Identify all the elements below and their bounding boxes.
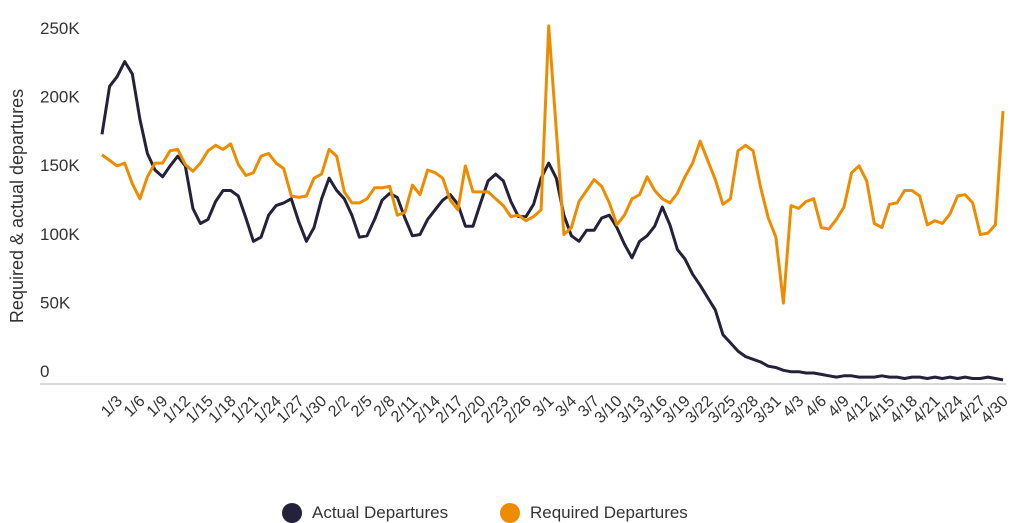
legend-item-actual: Actual Departures	[282, 503, 448, 523]
y-axis-title: Required & actual departures	[7, 89, 27, 323]
y-axis: 0 50K 100K 150K 200K 250K	[40, 19, 80, 381]
legend-label-required: Required Departures	[530, 503, 688, 522]
y-tick-label: 250K	[40, 19, 80, 38]
plot-area	[100, 24, 1005, 382]
y-tick-label: 200K	[40, 88, 80, 107]
x-tick-label: 4/30	[978, 393, 1012, 427]
series-line-actual	[100, 60, 1004, 382]
y-tick-label: 150K	[40, 156, 80, 175]
legend-label-actual: Actual Departures	[312, 503, 449, 522]
y-tick-label: 0	[40, 362, 49, 381]
legend-item-required: Required Departures	[500, 503, 688, 523]
y-tick-label: 50K	[40, 293, 71, 312]
series-line-required	[101, 24, 1005, 305]
legend-swatch-actual	[282, 503, 302, 523]
x-axis: 1/31/61/91/121/151/181/211/241/271/302/2…	[98, 393, 1012, 427]
legend-swatch-required	[500, 503, 520, 523]
y-tick-label: 100K	[40, 225, 80, 244]
line-chart: Required & actual departures 0 50K 100K 150…	[7, 19, 1012, 427]
